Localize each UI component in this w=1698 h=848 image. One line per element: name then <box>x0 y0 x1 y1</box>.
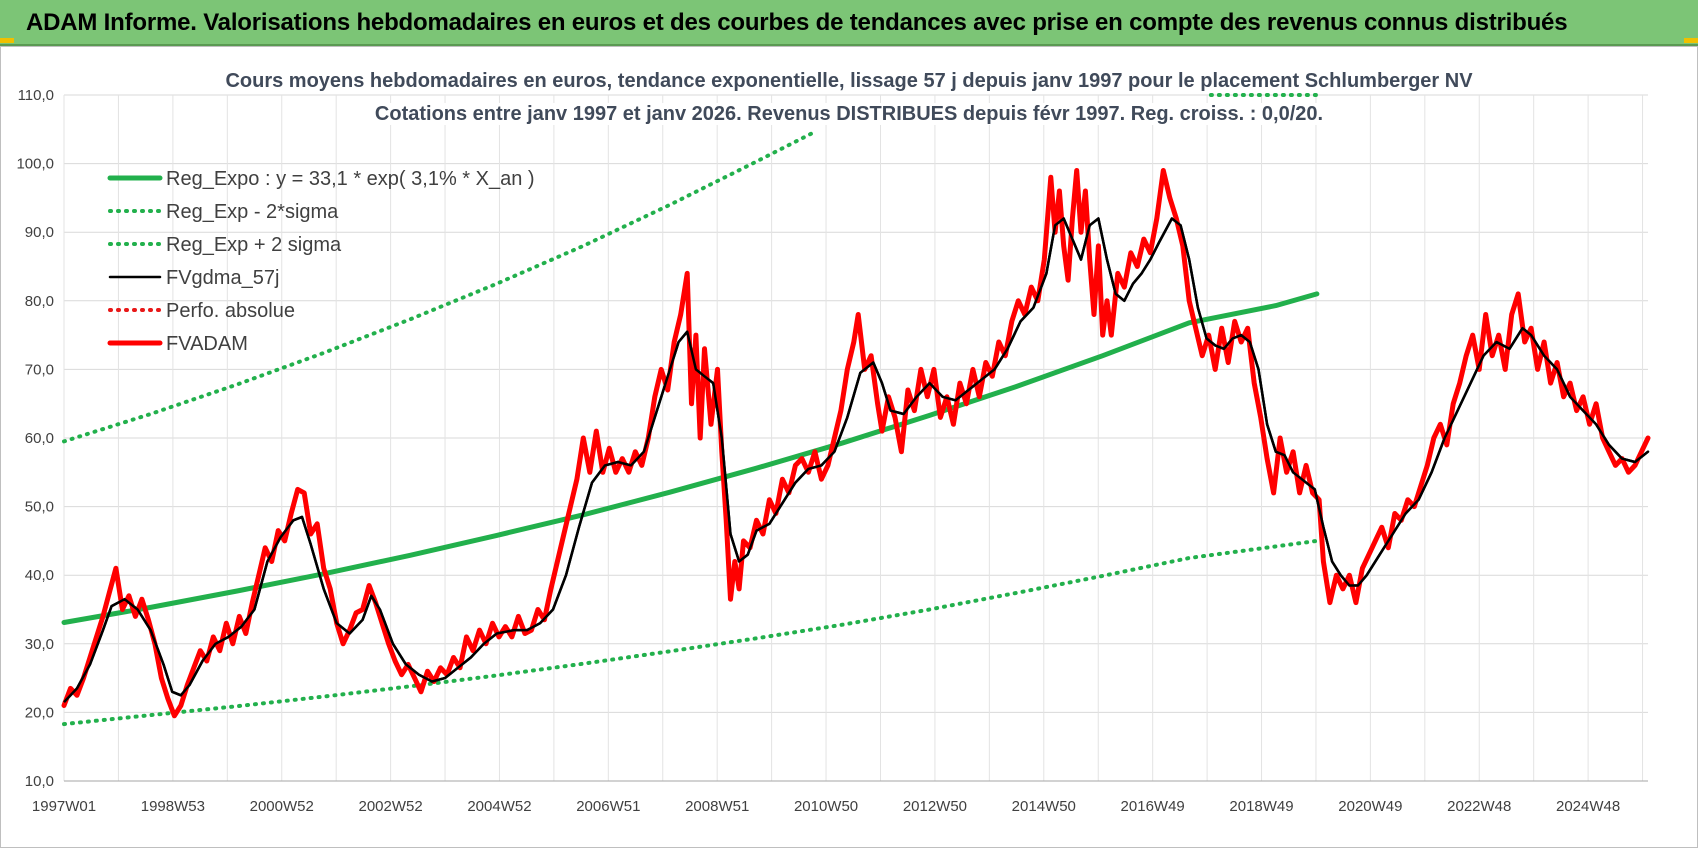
x-tick-label: 2024W48 <box>1556 798 1620 815</box>
legend-label: Reg_Exp - 2*sigma <box>166 201 339 223</box>
y-tick-label: 50,0 <box>25 499 54 516</box>
chart-title-line1-text: Cours moyens hebdomadaires en euros, ten… <box>219 70 1479 92</box>
y-tick-label: 20,0 <box>25 704 54 721</box>
y-tick-label: 10,0 <box>25 773 54 790</box>
series-layer <box>61 93 1651 727</box>
x-tick-label: 2020W49 <box>1338 798 1402 815</box>
x-tick-label: 2004W52 <box>467 798 531 815</box>
legend: Reg_Expo : y = 33,1 * exp( 3,1% * X_an )… <box>107 168 535 355</box>
chart-title-line1: Cours moyens hebdomadaires en euros, ten… <box>0 70 1698 93</box>
y-tick-label: 40,0 <box>25 567 54 584</box>
x-tick-label: 2018W49 <box>1229 798 1293 815</box>
series-line <box>62 217 1650 704</box>
chart-title-line2: Cotations entre janv 1997 et janv 2026. … <box>0 103 1698 126</box>
y-tick-label: 90,0 <box>25 224 54 241</box>
corner-marker <box>1684 38 1698 43</box>
y-tick-label: 70,0 <box>25 361 54 378</box>
x-tick-label: 2012W50 <box>903 798 967 815</box>
legend-label: Reg_Exp + 2 sigma <box>166 234 342 256</box>
legend-label: Perfo. absolue <box>166 300 295 322</box>
series-line <box>62 128 819 444</box>
x-tick-label: 2016W49 <box>1121 798 1185 815</box>
x-tick-label: 1998W53 <box>141 798 205 815</box>
series-line <box>61 291 1320 625</box>
x-tick-label: 2014W50 <box>1012 798 1076 815</box>
x-tick-label: 2002W52 <box>358 798 422 815</box>
chart-title-line2-text: Cotations entre janv 1997 et janv 2026. … <box>368 103 1330 125</box>
legend-label: FVgdma_57j <box>166 267 279 289</box>
x-tick-label: 1997W01 <box>32 798 96 815</box>
y-tick-label: 100,0 <box>16 156 54 173</box>
series-line <box>61 168 1651 719</box>
y-tick-label: 30,0 <box>25 636 54 653</box>
series-line <box>62 538 1319 727</box>
legend-label: FVADAM <box>166 333 248 355</box>
x-tick-label: 2010W50 <box>794 798 858 815</box>
x-tick-label: 2006W51 <box>576 798 640 815</box>
legend-label: Reg_Expo : y = 33,1 * exp( 3,1% * X_an ) <box>166 168 535 190</box>
series-line <box>63 217 1649 703</box>
banner-title: ADAM Informe. Valorisations hebdomadaire… <box>26 9 1568 36</box>
y-tick-label: 80,0 <box>25 293 54 310</box>
corner-marker <box>0 38 14 43</box>
x-tick-label: 2008W51 <box>685 798 749 815</box>
y-tick-label: 110,0 <box>18 87 54 104</box>
x-tick-label: 2000W52 <box>250 798 314 815</box>
x-tick-label: 2022W48 <box>1447 798 1511 815</box>
axes: 10,0 20,0 30,0 40,0 50,0 60,0 70,0 80,0 90,0 100,… <box>16 87 1648 815</box>
y-tick-label: 60,0 <box>25 430 54 447</box>
title-banner: ADAM Informe. Valorisations hebdomadaire… <box>0 0 1698 46</box>
